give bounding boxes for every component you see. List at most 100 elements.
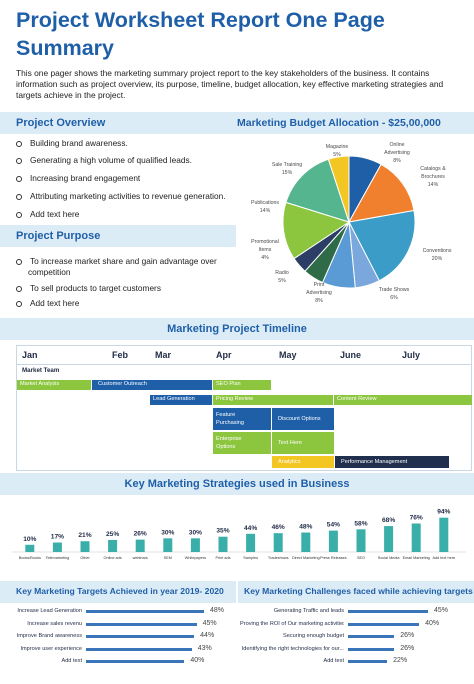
bar bbox=[411, 523, 421, 552]
pie-label-radio: Radio 5% bbox=[275, 270, 289, 284]
budget-pie-chart: Magazine 5% Online Advertising 8% Catalogs … bbox=[251, 142, 452, 304]
list-item-continuation: competition bbox=[28, 267, 71, 277]
category-label: Tradeshows bbox=[268, 556, 289, 560]
month-label: Feb bbox=[112, 350, 129, 360]
timeline-grid bbox=[16, 345, 472, 471]
bar bbox=[348, 647, 395, 651]
data-label: 10% bbox=[23, 536, 36, 543]
data-label: 94% bbox=[437, 509, 450, 516]
bullet-icon bbox=[16, 258, 22, 265]
bar bbox=[348, 622, 420, 626]
category-label: Increase sales revenu bbox=[27, 620, 82, 627]
gantt-bar-feature-purchasing: Feature Purchasing bbox=[213, 408, 271, 430]
gantt-bar-performance-management: Performance Management bbox=[335, 456, 449, 468]
gantt-bar-enterprise-options: Enterprise Options bbox=[213, 432, 271, 454]
data-label: 43% bbox=[197, 644, 212, 652]
strategies-header-band bbox=[0, 473, 474, 495]
category-label: Online ads bbox=[104, 556, 122, 560]
challenges-bar-chart: Generating Traffic and leads 45% Proving t… bbox=[238, 607, 474, 684]
pie-label-magazine: Magazine 5% bbox=[326, 144, 349, 158]
bar bbox=[439, 517, 449, 552]
pie-label-sale-training: Sale Training 15% bbox=[272, 162, 302, 176]
data-label: 44% bbox=[244, 525, 257, 532]
data-label: 26% bbox=[134, 531, 147, 538]
budget-heading: Marketing Budget Allocation - $25,00,000 bbox=[237, 117, 441, 129]
data-label: 58% bbox=[354, 520, 367, 527]
bar bbox=[328, 530, 338, 552]
data-label: 22% bbox=[393, 657, 408, 664]
bar bbox=[86, 647, 192, 651]
targets-header-band bbox=[0, 581, 236, 603]
list-item: Add text here bbox=[16, 209, 79, 219]
pie-slice-catalogs-brochures bbox=[348, 163, 415, 223]
pie-slice-publications bbox=[282, 201, 351, 260]
bar bbox=[86, 635, 195, 638]
bar bbox=[273, 533, 283, 552]
category-label: Improve Brand awareness bbox=[16, 633, 82, 639]
bar bbox=[348, 610, 428, 613]
gantt-bar-content-review: Content Review bbox=[334, 395, 472, 405]
gantt-bar-discount-options: Discount Options bbox=[272, 408, 334, 430]
list-item: Generating a high volume of qualified le… bbox=[16, 155, 192, 165]
timeline-heading: Marketing Project Timeline bbox=[167, 323, 307, 335]
data-label: 54% bbox=[327, 522, 340, 529]
challenges-heading: Key Marketing Challenges faced while ach… bbox=[244, 586, 473, 596]
list-item: To sell products to target customers bbox=[16, 283, 161, 293]
bullet-icon bbox=[16, 157, 22, 164]
category-label: Improve user experience bbox=[20, 645, 82, 652]
strategies-heading: Key Marketing Strategies used in Busines… bbox=[124, 478, 350, 490]
bar bbox=[52, 542, 62, 552]
pie-slice-magazine bbox=[327, 155, 350, 223]
overview-heading: Project Overview bbox=[16, 117, 106, 129]
category-label: Direct Marketing bbox=[292, 556, 320, 560]
data-label: 44% bbox=[200, 632, 215, 639]
data-label: 26% bbox=[400, 632, 415, 639]
month-label: June bbox=[340, 350, 362, 360]
bar bbox=[356, 529, 366, 552]
category-label: SEM bbox=[164, 556, 172, 560]
pie-label-publications: Publications 14% bbox=[251, 200, 279, 214]
month-label: May bbox=[279, 350, 297, 360]
category-label: Proving the ROI of Our marketing activit… bbox=[240, 620, 344, 627]
category-label: Add text bbox=[323, 658, 344, 664]
data-label: 45% bbox=[202, 619, 217, 627]
data-label: 68% bbox=[382, 517, 395, 524]
data-label: 48% bbox=[210, 607, 225, 614]
purpose-list: To increase market share and gain advant… bbox=[16, 256, 236, 312]
pie-label-promotional-items: Promotional Items 4% bbox=[251, 239, 279, 261]
category-label: Add text here bbox=[433, 556, 456, 560]
bar bbox=[348, 635, 395, 638]
overview-list: Building brand awareness. Generating a h… bbox=[16, 138, 236, 224]
gantt-bar-market-analysis: Market Analysis bbox=[17, 380, 91, 390]
bullet-icon bbox=[16, 285, 22, 292]
category-label: Print ads bbox=[216, 556, 231, 560]
bar bbox=[86, 622, 197, 626]
targets-heading: Key Marketing Targets Achieved in year 2… bbox=[16, 586, 224, 596]
data-label: 35% bbox=[216, 528, 229, 535]
category-label: Increase Lead Generation bbox=[17, 608, 82, 614]
timeline-header-band bbox=[0, 318, 474, 340]
intro-text: This one pager shows the marketing summa… bbox=[16, 68, 444, 100]
month-label: Jan bbox=[22, 350, 38, 360]
gantt-bar-text-here: Text Here bbox=[272, 432, 334, 454]
data-label: 30% bbox=[161, 529, 174, 536]
bullet-icon bbox=[16, 175, 22, 182]
month-label: July bbox=[402, 350, 421, 360]
pie-label-catalogs: Catalogs & Brochures 14% bbox=[420, 166, 446, 188]
purpose-header-band bbox=[0, 225, 236, 247]
category-label: Samples bbox=[243, 556, 258, 560]
bullet-icon bbox=[16, 193, 22, 200]
category-label: Other bbox=[80, 556, 90, 560]
category-label: Press Releases bbox=[320, 556, 347, 560]
category-label: Add text bbox=[61, 658, 82, 664]
data-label: 76% bbox=[410, 514, 423, 521]
data-label: 26% bbox=[400, 644, 415, 652]
bullet-icon bbox=[16, 211, 22, 218]
category-label: SEO bbox=[357, 556, 365, 560]
list-item: Increasing brand engagement bbox=[16, 173, 140, 183]
data-label: 45% bbox=[434, 607, 449, 614]
gantt-bar-customer-outreach: Customer Outreach bbox=[92, 380, 212, 390]
data-label: 25% bbox=[106, 531, 119, 538]
category-label: Books/Books bbox=[19, 556, 41, 560]
month-label: Apr bbox=[216, 350, 232, 360]
